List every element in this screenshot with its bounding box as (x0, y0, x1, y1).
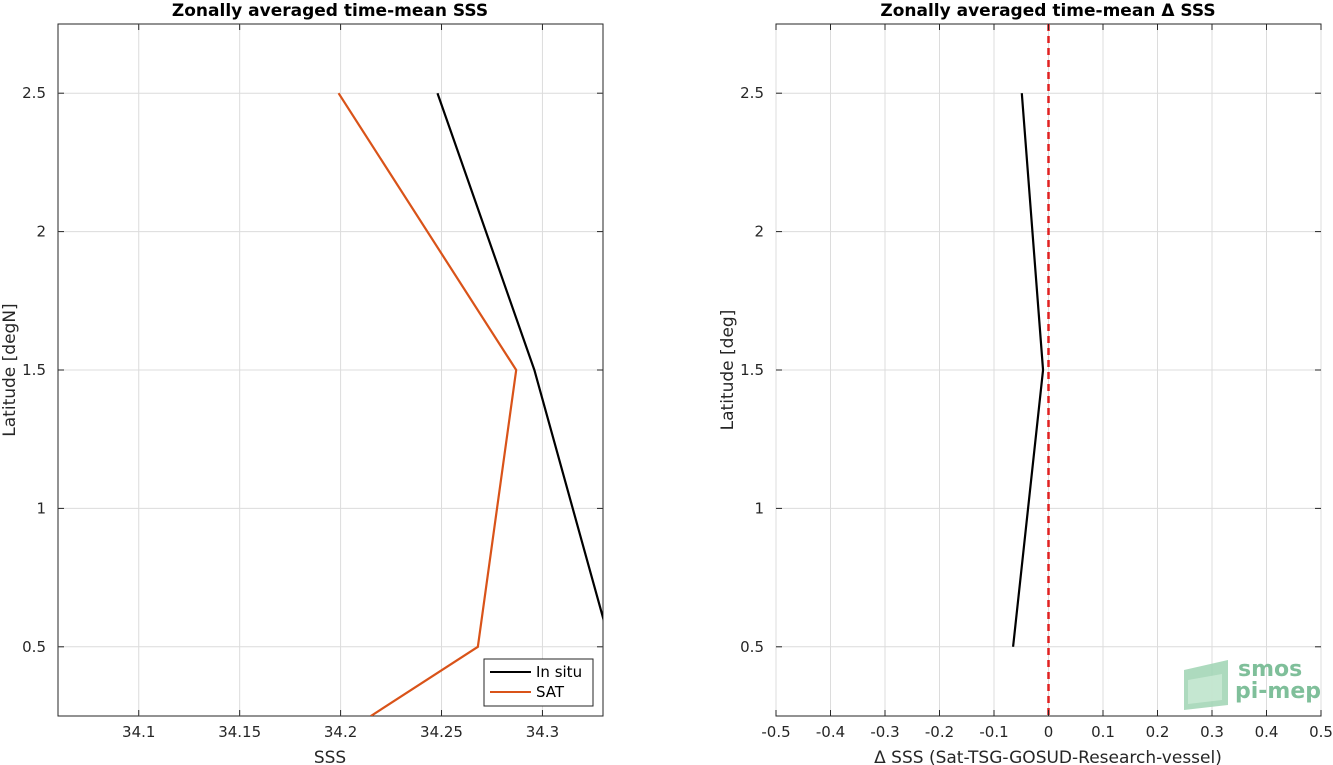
left-x-tick-label: 34.25 (420, 723, 463, 741)
left-y-tick-label: 2 (36, 223, 46, 241)
right-x-tick-label: 0.4 (1255, 723, 1279, 741)
left-line-sat (337, 92, 518, 716)
right-y-tick-label: 0.5 (740, 638, 764, 656)
right-y-ticks: 0.5 1 1.5 2 2.5 (740, 84, 1321, 656)
logo-text-line2: pi-mep (1235, 679, 1321, 704)
right-x-tick-label: -0.2 (925, 723, 954, 741)
right-x-tick-label: -0.4 (816, 723, 845, 741)
right-x-tick-label: -0.5 (761, 723, 790, 741)
smos-pi-mep-logo: smos pi-mep (1184, 657, 1321, 710)
left-x-ticks: 34.1 34.15 34.2 34.25 34.3 (122, 24, 559, 741)
left-x-tick-label: 34.1 (122, 723, 155, 741)
right-x-tick-label: 0.3 (1200, 723, 1224, 741)
right-grid (775, 24, 1322, 716)
left-y-tick-label: 2.5 (22, 84, 46, 102)
left-y-tick-label: 1.5 (22, 361, 46, 379)
right-x-tick-label: 0.2 (1146, 723, 1170, 741)
right-chart-title: Zonally averaged time-mean Δ SSS (880, 1, 1215, 21)
left-y-tick-label: 1 (36, 499, 46, 517)
left-y-tick-label: 0.5 (22, 638, 46, 656)
left-grid (58, 24, 603, 716)
right-x-tick-label: -0.1 (979, 723, 1008, 741)
left-y-ticks: 0.5 1 1.5 2 2.5 (22, 84, 603, 656)
right-y-tick-label: 2.5 (740, 84, 764, 102)
right-x-axis-label: Δ SSS (Sat-TSG-GOSUD-Research-vessel) (874, 748, 1222, 765)
logo-mark-shade (1188, 674, 1222, 704)
right-y-tick-label: 1 (754, 499, 764, 517)
left-x-tick-label: 34.3 (526, 723, 559, 741)
right-y-tick-label: 2 (754, 223, 764, 241)
left-series-group (337, 92, 603, 716)
right-y-tick-label: 1.5 (740, 361, 764, 379)
left-x-tick-label: 34.2 (324, 723, 357, 741)
right-series-group (1011, 93, 1045, 647)
legend-label-in-situ: In situ (536, 663, 582, 681)
right-line-series-0 (1011, 93, 1045, 647)
right-x-tick-label: 0.1 (1091, 723, 1115, 741)
right-chart-panel: -0.5 -0.4 -0.3 -0.2 -0.1 0 0.1 0.2 0.3 0.4 0.5 0.5… (718, 1, 1333, 765)
right-x-ticks: -0.5 -0.4 -0.3 -0.2 -0.1 0 0.1 0.2 0.3 0.4 0.5 (761, 24, 1333, 741)
legend-box (483, 658, 594, 707)
left-y-axis-label: Latitude [degN] (0, 303, 20, 436)
right-y-axis-label: Latitude [deg] (718, 310, 738, 431)
right-x-tick-label: -0.3 (870, 723, 899, 741)
right-x-tick-label: 0.5 (1309, 723, 1333, 741)
left-line-in-situ (436, 92, 603, 622)
right-x-tick-label: 0 (1044, 723, 1054, 741)
legend-label-sat: SAT (536, 683, 565, 701)
left-chart-title: Zonally averaged time-mean SSS (172, 1, 488, 21)
left-legend: In situ SAT (483, 658, 594, 707)
left-x-axis-label: SSS (314, 748, 346, 765)
left-chart-panel: 34.1 34.15 34.2 34.25 34.3 0.5 1 1.5 2 2.5 Zonal… (0, 1, 604, 765)
logo-text-line1: smos (1238, 657, 1302, 682)
left-x-tick-label: 34.15 (218, 723, 261, 741)
